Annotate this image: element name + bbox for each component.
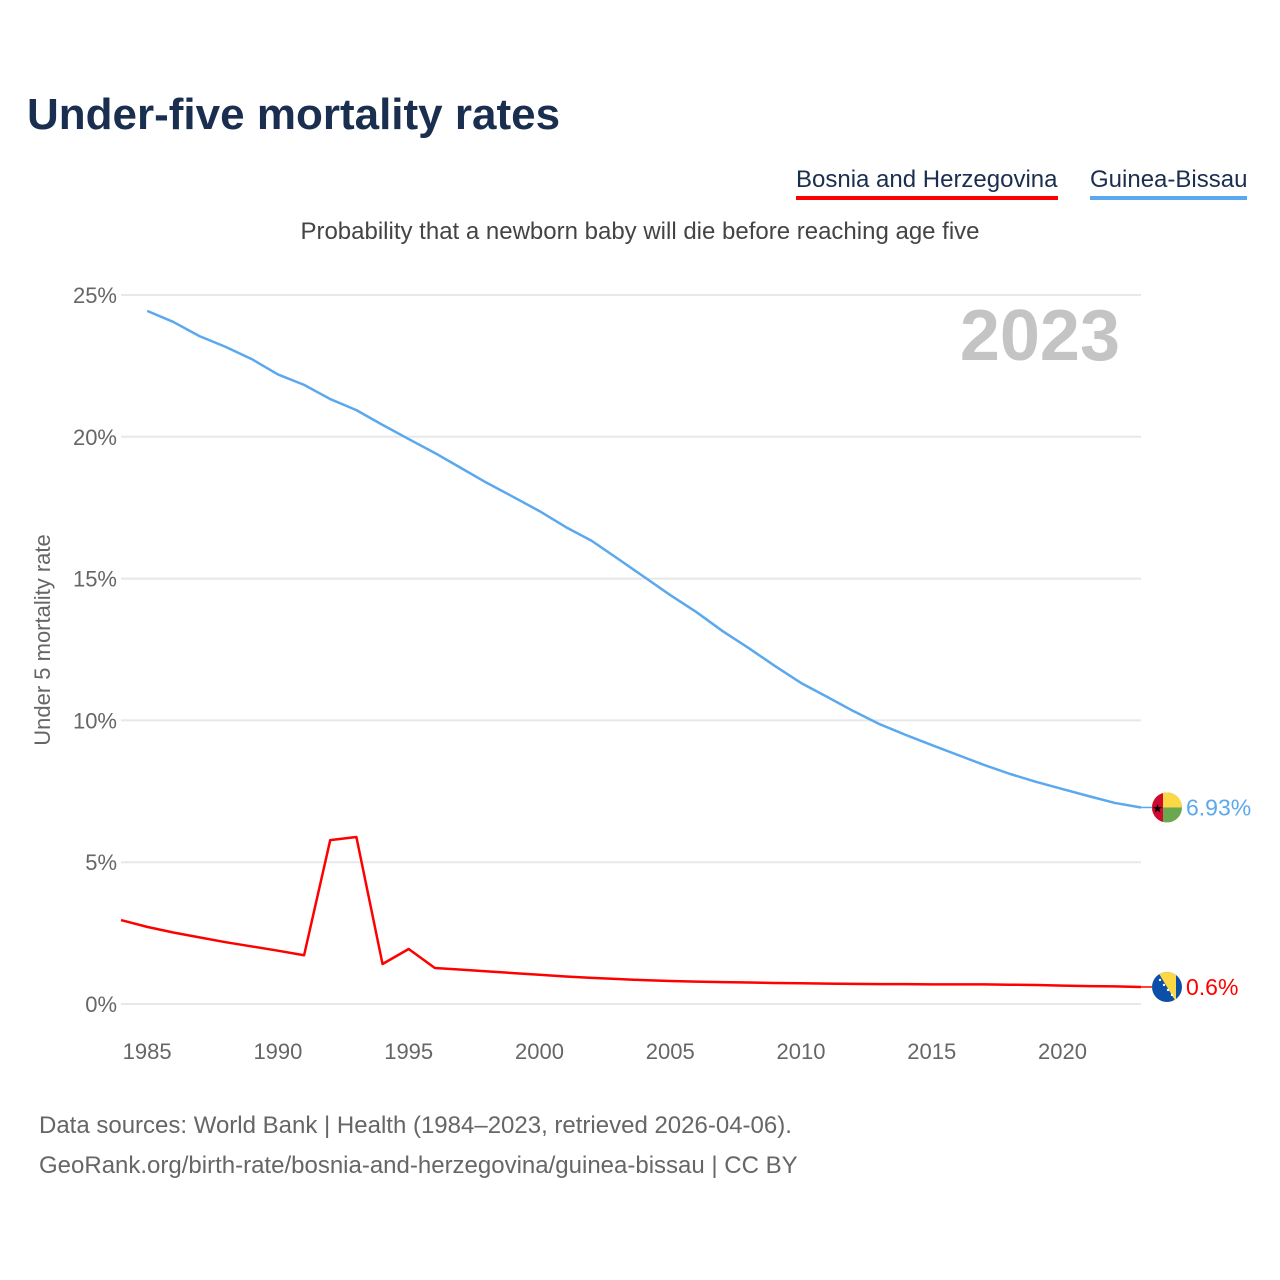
series-line-bosnia-and-herzegovina — [120, 835, 1142, 989]
chart-subtitle: Probability that a newborn baby will die… — [300, 218, 980, 245]
y-tick-label: 5% — [85, 850, 117, 875]
x-tick-label: 1990 — [253, 1039, 302, 1064]
x-tick-label: 2020 — [1038, 1039, 1087, 1064]
source-note: Data sources: World Bank | Health (1984–… — [39, 1106, 798, 1186]
flag-star — [1174, 998, 1178, 1002]
flag-star — [1166, 988, 1170, 992]
y-tick-label: 20% — [73, 425, 117, 450]
legend-guinea-bissau[interactable]: Guinea-Bissau — [1090, 166, 1248, 200]
x-tick-label: 1995 — [384, 1039, 433, 1064]
x-tick-label: 2015 — [907, 1039, 956, 1064]
bosnia-flag-icon — [1152, 971, 1182, 1002]
x-tick-label: 1985 — [123, 1039, 172, 1064]
flag-star — [1154, 973, 1158, 977]
guinea-bissau-flag-icon: ★ — [1152, 792, 1182, 823]
flag-red — [1152, 792, 1163, 823]
source-line-2[interactable]: GeoRank.org/birth-rate/bosnia-and-herzeg… — [39, 1152, 798, 1179]
flag: ★ — [1152, 792, 1182, 823]
series-line-guinea-bissau — [146, 309, 1142, 809]
y-tick-label: 25% — [73, 283, 117, 308]
end-value-label: 0.6% — [1186, 974, 1238, 1000]
y-axis-label: Under 5 mortality rate — [30, 534, 55, 746]
chart-title: Under-five mortality rates — [27, 90, 561, 139]
year-label: 2023 — [960, 296, 1120, 376]
flag-star — [1162, 983, 1166, 987]
y-tick-label: 0% — [85, 992, 117, 1017]
legend-bosnia-and-herzegovina[interactable]: Bosnia and Herzegovina — [796, 166, 1058, 200]
flag-star — [1170, 993, 1174, 997]
end-value-label: 6.93% — [1186, 794, 1251, 820]
x-tick-label: 2000 — [515, 1039, 564, 1064]
y-tick-label: 15% — [73, 567, 117, 592]
flag — [1152, 971, 1182, 1002]
x-tick-label: 2010 — [777, 1039, 826, 1064]
y-tick-label: 10% — [73, 708, 117, 733]
flag-star — [1158, 978, 1162, 982]
x-tick-label: 2005 — [646, 1039, 695, 1064]
source-line-1: Data sources: World Bank | Health (1984–… — [39, 1112, 792, 1139]
flag-star: ★ — [1152, 801, 1163, 815]
